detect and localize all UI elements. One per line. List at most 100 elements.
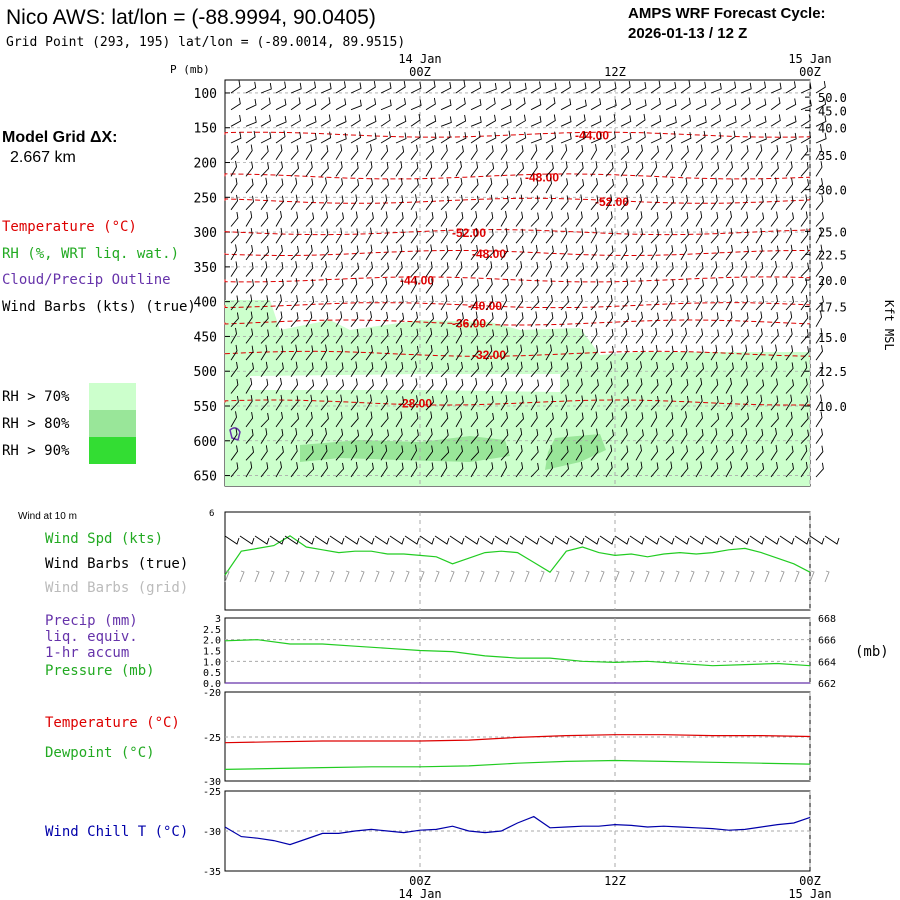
wind-barb — [290, 428, 298, 444]
wind-barb — [365, 328, 373, 344]
wind-barb — [710, 344, 718, 361]
wind-barb-true — [524, 535, 540, 545]
time-tick-label-top: 00Z — [799, 65, 821, 79]
wind-barb — [695, 178, 704, 194]
height-axis-label: Kft MSL — [882, 300, 896, 351]
wind-barb — [590, 428, 598, 444]
wind-barb — [740, 378, 749, 394]
wind-barb — [575, 262, 585, 277]
wind-barb — [500, 461, 507, 478]
pressure-tick-label: 668 — [818, 614, 836, 625]
wind-barb — [500, 428, 509, 444]
wind-barb — [560, 345, 569, 361]
wind-barb — [245, 362, 254, 378]
wind-barb — [500, 311, 508, 327]
wind-barb — [335, 428, 344, 444]
wind-barb — [710, 97, 721, 111]
wind-barb — [785, 115, 797, 127]
legend-temperature: Temperature (°C) — [2, 219, 137, 235]
pressure-tick-label: 600 — [194, 435, 217, 450]
wind-barb — [530, 115, 542, 127]
wind-barb — [455, 428, 463, 444]
wind-barb — [605, 378, 613, 394]
wind-barb — [425, 229, 434, 244]
wind-barb — [245, 144, 253, 160]
date-label-top: 14 Jan — [398, 52, 441, 66]
wind-barb — [410, 262, 419, 277]
pressure-axis-label: P (mb) — [170, 63, 210, 76]
wind-barb — [380, 412, 389, 428]
wind-barb — [710, 412, 720, 428]
wind-barb — [485, 145, 494, 160]
wind-barb — [245, 116, 257, 127]
wind-barb — [395, 212, 404, 227]
wind-barb — [530, 462, 540, 478]
wind-barb — [455, 160, 462, 177]
wind-barb — [305, 227, 313, 244]
wind-barb-true — [224, 535, 240, 545]
wind-barb — [545, 295, 553, 311]
wind-barb — [680, 395, 689, 411]
wind-barb — [515, 131, 527, 144]
wind-barb — [740, 261, 748, 277]
wind-barb — [740, 131, 752, 144]
wind-barb — [665, 99, 677, 111]
wind-barb — [350, 228, 359, 244]
wind-barb — [800, 262, 810, 277]
chill-frame — [224, 790, 811, 872]
wind-barb — [800, 294, 808, 311]
wind-barb — [410, 444, 417, 461]
wind-barb — [635, 131, 646, 144]
wind-barb — [650, 312, 659, 328]
wind-barb — [380, 361, 388, 378]
wind-barb — [230, 278, 238, 294]
wind-barb — [620, 195, 629, 211]
wind-barb-true — [419, 535, 435, 545]
wind-barb-grid — [419, 570, 425, 583]
wind-barb — [275, 115, 287, 127]
wind-barb — [455, 312, 464, 328]
wind-barb — [515, 211, 524, 227]
wind-barb — [275, 428, 284, 444]
wind-barb — [725, 227, 733, 244]
wind-barb — [740, 329, 749, 344]
wind-barb — [725, 428, 734, 444]
wind-barb — [560, 115, 572, 127]
wind-barb — [335, 144, 343, 160]
wind-barb — [410, 161, 419, 177]
wind-barb — [635, 461, 643, 478]
wind-barb — [485, 361, 493, 378]
wind-barb — [470, 130, 481, 144]
wind-barb — [350, 444, 358, 461]
wind-barb-true — [269, 535, 285, 545]
wind-barb — [620, 98, 631, 111]
wind-barb — [575, 114, 586, 127]
wind-barb — [560, 227, 568, 244]
wind-barb-grid — [584, 570, 590, 583]
wind-barb — [230, 261, 238, 277]
wind-barb — [500, 144, 508, 160]
wind-barb — [485, 131, 497, 144]
wind-barb — [470, 328, 479, 344]
wind-barb — [470, 429, 479, 444]
wind-barb — [245, 345, 254, 361]
wind-barb — [485, 329, 495, 344]
wind-barb — [425, 132, 437, 144]
wind-barb — [545, 278, 553, 294]
wind10-panel: 6 — [209, 509, 840, 611]
wind-barb — [410, 429, 419, 444]
wind-barb — [275, 294, 282, 311]
wind-barb — [230, 145, 239, 161]
wind-barb — [305, 394, 313, 411]
wind-barb — [335, 411, 343, 428]
wind-barb — [395, 98, 406, 111]
wind-barb — [635, 361, 642, 378]
wind-barb — [650, 229, 659, 244]
wind-barb — [530, 362, 539, 378]
wind-barb — [710, 177, 718, 194]
wind-barb — [800, 429, 810, 444]
wind-barb — [320, 245, 329, 261]
wind-barb — [350, 179, 360, 194]
wind-barb — [230, 361, 238, 378]
wind-barb — [650, 344, 658, 361]
